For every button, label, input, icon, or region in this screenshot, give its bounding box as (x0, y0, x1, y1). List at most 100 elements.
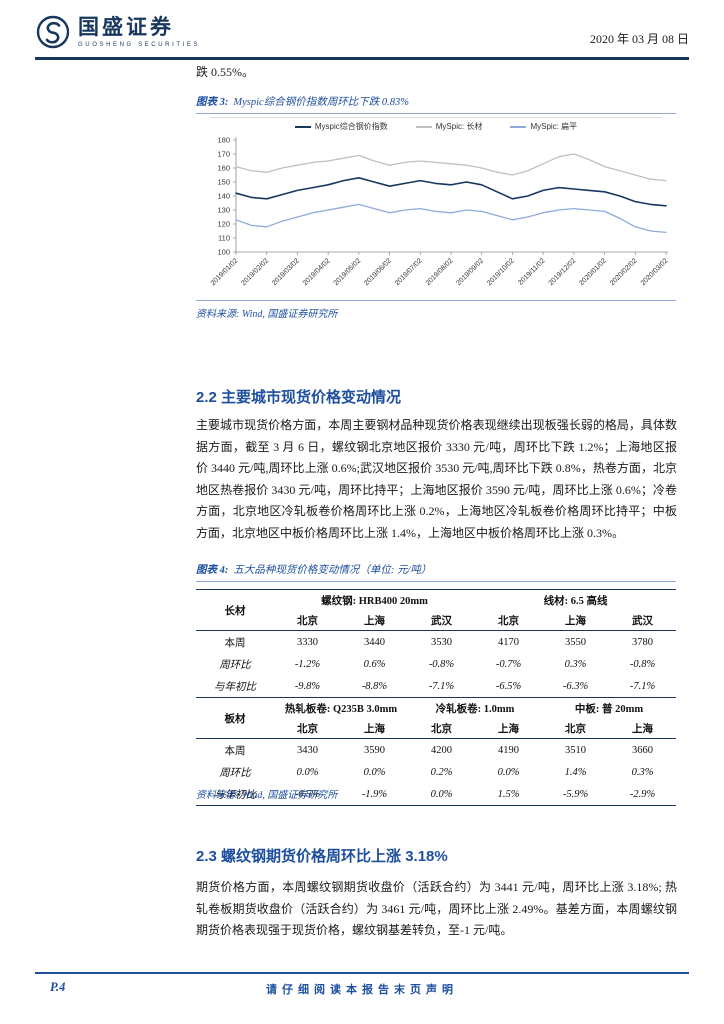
table-cell: 0.3% (631, 766, 654, 778)
table-cell: 0.0% (296, 766, 319, 778)
svg-text:2020/03/02: 2020/03/02 (640, 257, 670, 287)
table-row: 周环比 -1.2% 0.6% -0.8% -0.7% 0.3% -0.8% (196, 653, 676, 675)
report-date: 2020 年 03 月 08 日 (589, 32, 689, 46)
product-header: 线材: 6.5 高线 (475, 589, 677, 610)
table-cell: -1.2% (294, 658, 321, 670)
svg-text:2019/11/02: 2019/11/02 (517, 257, 546, 286)
figure4-caption-text: 五大品种现货价格变动情况（单位: 元/吨） (233, 565, 432, 576)
table-cell: 3550 (565, 636, 587, 648)
table-cell: 0.2% (430, 766, 453, 778)
figure3-caption: 图表 3: Myspic综合钢价指数周环比下跌 0.83% (196, 94, 676, 114)
figure3-caption-text: Myspic综合钢价指数周环比下跌 0.83% (233, 97, 409, 108)
legend-line-swatch (510, 125, 527, 128)
legend-label: Myspic综合钢价指数 (314, 122, 388, 131)
svg-text:2019/12/02: 2019/12/02 (548, 257, 578, 287)
table-cell: -6.5% (495, 680, 522, 692)
page-number: P.4 (50, 980, 66, 994)
brand-logo-icon (36, 15, 70, 49)
table-cell: 3440 (364, 636, 385, 648)
product-header: 冷轧板卷: 1.0mm (408, 697, 543, 718)
table-cell: -1.9% (341, 783, 408, 806)
table-cell: -8.8% (361, 680, 388, 692)
table-cell: 3510 (565, 744, 587, 756)
svg-text:100: 100 (217, 248, 230, 257)
product-header: 热轧板卷: Q235B 3.0mm (274, 697, 408, 718)
table-cell: -6.3% (562, 680, 589, 692)
city-header: 上海 (475, 718, 543, 739)
svg-text:2019/08/02: 2019/08/02 (425, 257, 455, 287)
svg-text:2019/09/02: 2019/09/02 (455, 257, 485, 287)
legend-line-swatch (294, 125, 311, 128)
brand-logo: 国盛证券 GUOSHENG SECURITIES (35, 14, 200, 50)
table-cell: -0.7% (495, 658, 522, 670)
table-cell: 3780 (632, 636, 654, 648)
row-label: 与年初比 (196, 783, 274, 806)
section-2-2-paragraph: 主要城市现货价格方面，本周主要钢材品种现货价格表现继续出现板强长弱的格局，具体数… (196, 418, 677, 540)
table-cell: -5.9% (542, 783, 610, 806)
figure4-source: 资料来源: Wind, 国盛证券研究所 (196, 790, 338, 801)
city-header: 北京 (274, 610, 341, 631)
table-cell: -7.1% (629, 680, 656, 692)
table-cell: 4170 (498, 636, 520, 648)
legend-label: MySpic: 扁平 (530, 122, 578, 131)
svg-text:2019/02/02: 2019/02/02 (240, 257, 270, 287)
city-header: 北京 (408, 718, 476, 739)
city-header: 武汉 (408, 610, 476, 631)
row-label: 周环比 (219, 659, 251, 671)
city-header: 上海 (341, 610, 408, 631)
svg-text:2019/07/02: 2019/07/02 (394, 257, 424, 287)
row-label: 本周 (224, 637, 246, 649)
city-header: 北京 (542, 718, 610, 739)
lead-text: 跌 0.55%。 (196, 65, 254, 79)
svg-text:140: 140 (217, 192, 230, 201)
table-cell: 0.3% (564, 658, 587, 670)
svg-text:2019/03/02: 2019/03/02 (271, 257, 301, 287)
svg-text:2019/05/02: 2019/05/02 (333, 257, 363, 287)
svg-text:170: 170 (217, 150, 230, 159)
brand-name: 国盛证券 (78, 16, 174, 40)
table-row: 本周 3430 3590 4200 4190 3510 3660 (196, 739, 676, 762)
table-cell: 4190 (498, 744, 520, 756)
section-2-2-heading: 2.2 主要城市现货价格变动情况 (196, 389, 402, 406)
brand-subtitle: GUOSHENG SECURITIES (78, 41, 201, 48)
product-header: 螺纹钢: HRB400 20mm (274, 589, 476, 610)
steel-price-index-chart: Myspic综合钢价指数 MySpic: 长材 MySpic: 扁平 100 110 1… (196, 117, 676, 297)
city-header: 上海 (609, 718, 677, 739)
table-cell: -0.8% (629, 658, 656, 670)
figure3-source: 资料来源: Wind, 国盛证券研究所 (196, 300, 676, 320)
svg-text:160: 160 (217, 164, 230, 173)
figure4-caption: 图表 4: 五大品种现货价格变动情况（单位: 元/吨） (196, 562, 676, 582)
svg-text:2019/10/02: 2019/10/02 (486, 257, 516, 287)
report-header: 国盛证券 GUOSHENG SECURITIES 2020 年 03 月 08 … (35, 14, 689, 50)
figure4-caption-label: 图表 4: (196, 565, 229, 576)
svg-text:2019/01/02: 2019/01/02 (210, 257, 240, 287)
table-cell: -7.1% (428, 680, 455, 692)
section-2-3-paragraph: 期货价格方面，本周螺纹钢期货收盘价（活跃合约）为 3441 元/吨，周环比上涨 … (196, 880, 677, 938)
city-header: 武汉 (609, 610, 677, 631)
table-cell: -6.5% (274, 783, 341, 806)
legend-line-swatch (415, 125, 432, 128)
svg-text:150: 150 (217, 178, 230, 187)
table-cell: 3530 (431, 636, 452, 648)
table-cell: 1.5% (475, 783, 543, 806)
svg-text:2019/04/02: 2019/04/02 (302, 257, 332, 287)
figure3-caption-label: 图表 3: (196, 97, 229, 108)
svg-text:2019/06/02: 2019/06/02 (363, 257, 393, 287)
table-cell: 0.6% (363, 658, 386, 670)
section-row-label: 长材 (196, 589, 274, 631)
price-table: 长材 螺纹钢: HRB400 20mm 线材: 6.5 高线 北京 上海 武汉 … (196, 589, 677, 806)
table-cell: -0.8% (428, 658, 455, 670)
svg-text:120: 120 (217, 220, 230, 229)
legend-item: MySpic: 长材 (415, 121, 482, 132)
svg-text:110: 110 (218, 234, 230, 243)
table-cell: 0.0% (408, 783, 476, 806)
table-cell: 0.0% (363, 766, 386, 778)
city-header: 上海 (341, 718, 408, 739)
table-cell: 3590 (364, 744, 385, 756)
table-row: 本周 3330 3440 3530 4170 3550 3780 (196, 631, 676, 654)
table-cell: 3660 (632, 744, 654, 756)
legend-item: MySpic: 扁平 (510, 121, 577, 132)
section-2-3-heading: 2.3 螺纹钢期货价格周环比上涨 3.18% (196, 848, 448, 865)
